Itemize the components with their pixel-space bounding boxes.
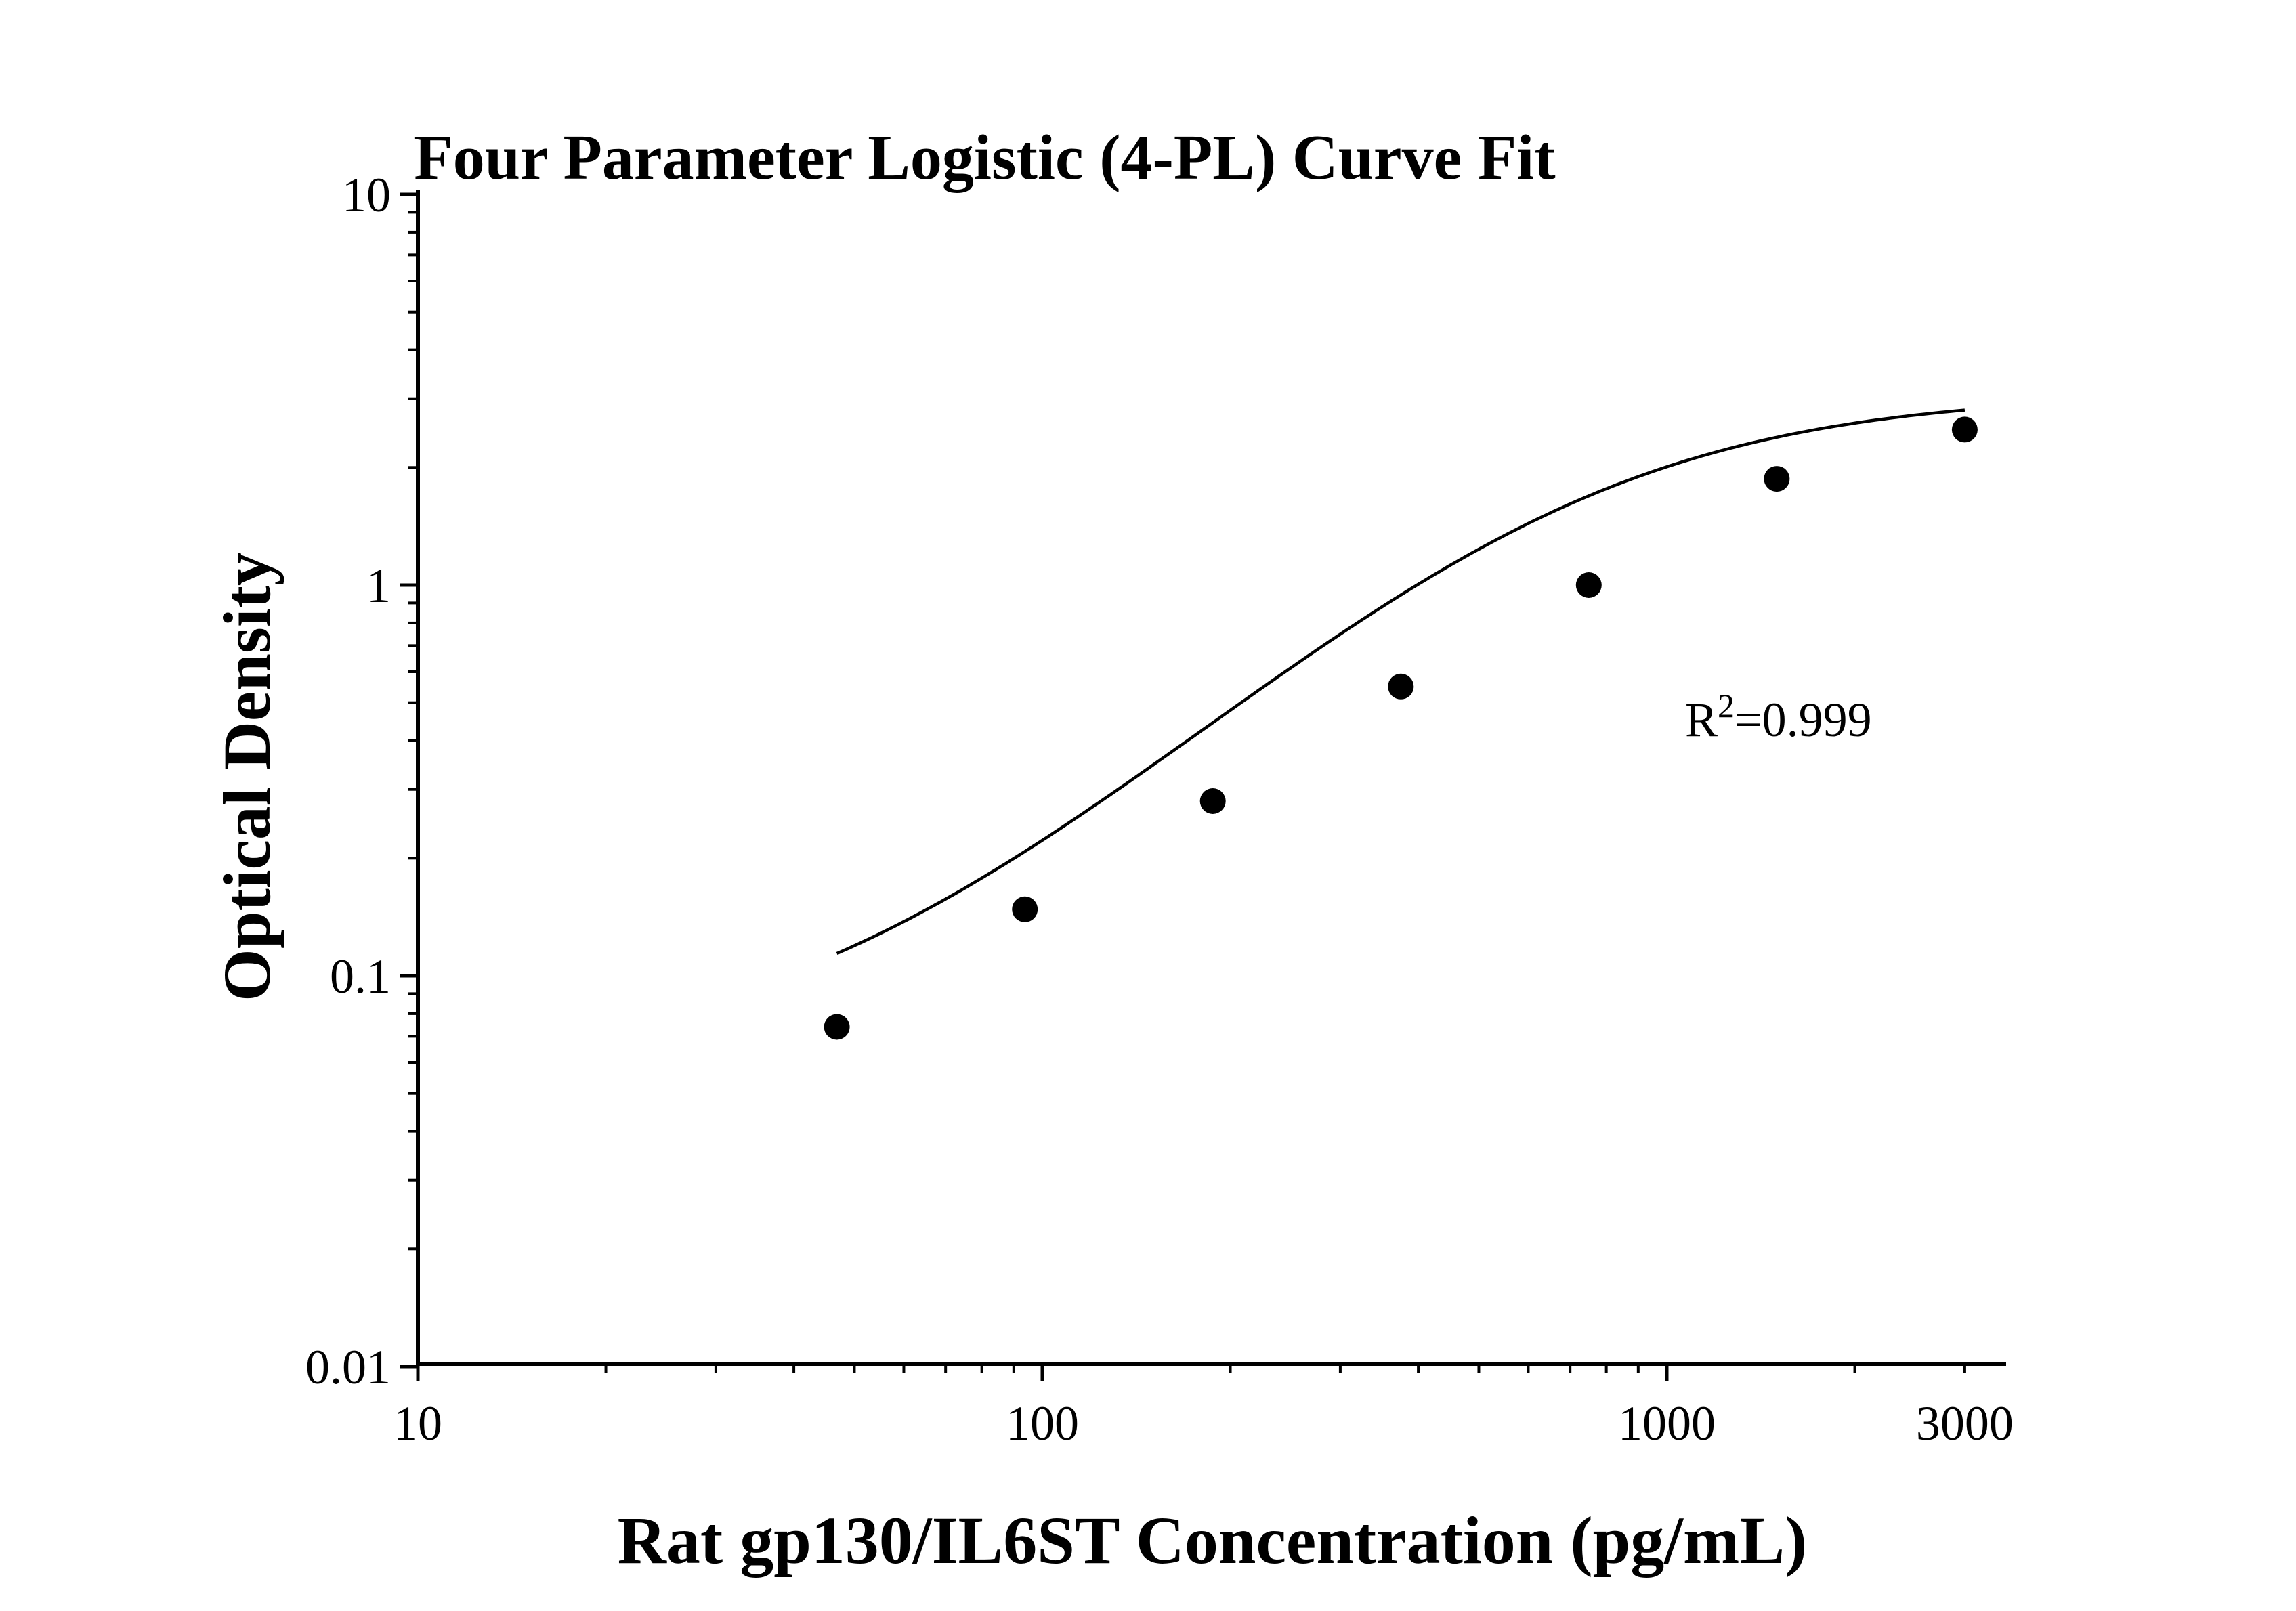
x-tick-label: 3000: [1916, 1396, 2014, 1451]
x-axis-label: Rat gp130/IL6ST Concentration (pg/mL): [618, 1503, 1808, 1578]
y-tick-label: 1: [366, 559, 391, 613]
data-point: [1199, 788, 1226, 814]
axes: [416, 190, 2006, 1366]
chart-title: Four Parameter Logistic (4-PL) Curve Fit: [414, 123, 1555, 193]
r2-annotation: R2=0.999: [1685, 687, 1872, 747]
y-axis-label: Optical Density: [209, 552, 284, 1002]
minor-ticks: [408, 211, 1966, 1373]
data-point: [1764, 466, 1790, 492]
r2-annotation-value: =0.999: [1735, 693, 1872, 747]
data-points: [824, 416, 1978, 1040]
x-tick-label: 1000: [1618, 1396, 1716, 1451]
r2-annotation-base: R: [1685, 693, 1718, 747]
y-tick-label: 10: [342, 168, 391, 222]
data-point: [824, 1014, 850, 1040]
x-tick-label: 100: [1006, 1396, 1079, 1451]
r2-annotation-superscript: 2: [1718, 687, 1735, 725]
major-ticks: [400, 192, 1669, 1381]
fit-curve: [836, 408, 1965, 955]
data-point: [1012, 896, 1038, 922]
y-tick-label: 0.01: [305, 1340, 391, 1394]
y-tick-label: 0.1: [330, 949, 391, 1004]
data-point: [1951, 416, 1978, 443]
x-tick-label: 10: [394, 1396, 442, 1451]
tick-labels: 10 100 1000 3000 0.01 0.1 1 10: [305, 168, 2014, 1451]
data-point: [1388, 673, 1414, 700]
data-point: [1575, 572, 1602, 598]
